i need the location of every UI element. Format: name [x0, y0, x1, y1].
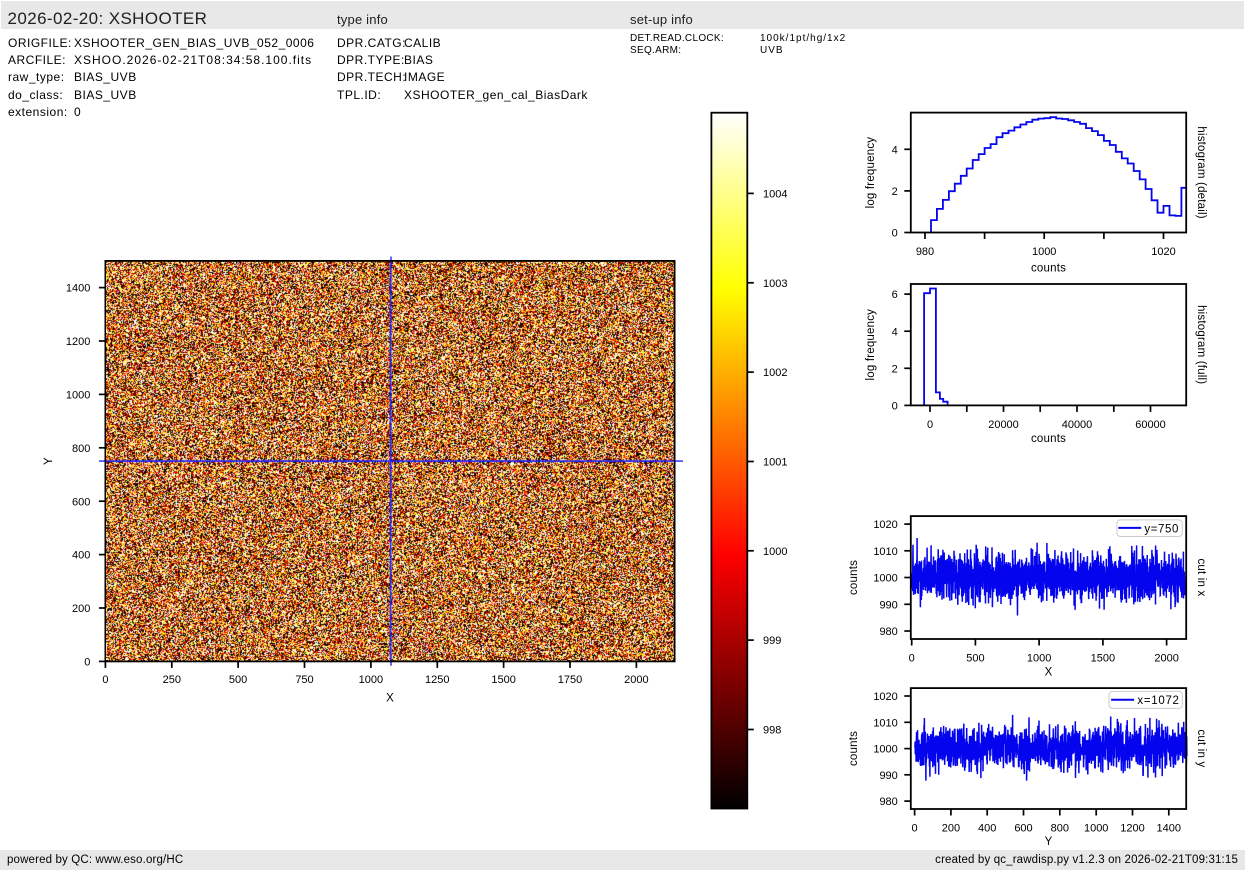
svg-text:1001: 1001: [763, 457, 787, 469]
svg-text:1020: 1020: [873, 519, 897, 531]
svg-text:log frequency: log frequency: [865, 137, 877, 209]
svg-text:800: 800: [72, 443, 90, 455]
svg-text:1000: 1000: [359, 674, 383, 686]
svg-text:400: 400: [72, 550, 90, 562]
svg-text:1000: 1000: [763, 546, 787, 558]
svg-text:1003: 1003: [763, 278, 787, 290]
svg-text:1000: 1000: [1084, 823, 1108, 835]
svg-text:500: 500: [966, 653, 984, 665]
svg-text:998: 998: [763, 725, 781, 737]
svg-text:990: 990: [879, 770, 897, 782]
svg-text:Y: Y: [43, 457, 55, 465]
svg-text:4: 4: [892, 144, 898, 156]
svg-text:40000: 40000: [1062, 419, 1093, 431]
svg-text:1200: 1200: [66, 336, 90, 348]
svg-text:histogram (full): histogram (full): [1195, 305, 1207, 384]
svg-text:cut in x: cut in x: [1195, 558, 1207, 596]
svg-text:0: 0: [909, 653, 915, 665]
svg-text:1020: 1020: [873, 691, 897, 703]
svg-text:counts: counts: [848, 560, 860, 595]
svg-text:1010: 1010: [873, 546, 897, 558]
svg-text:0: 0: [927, 419, 933, 431]
svg-text:0: 0: [892, 401, 898, 413]
svg-text:1400: 1400: [1157, 823, 1181, 835]
svg-text:2000: 2000: [624, 674, 648, 686]
svg-text:500: 500: [229, 674, 247, 686]
svg-text:200: 200: [942, 823, 960, 835]
svg-text:600: 600: [72, 496, 90, 508]
svg-text:1000: 1000: [1032, 246, 1056, 258]
svg-text:Y: Y: [1045, 836, 1053, 848]
svg-text:1400: 1400: [66, 283, 90, 295]
svg-text:4: 4: [892, 326, 898, 338]
svg-text:250: 250: [163, 674, 181, 686]
svg-text:1500: 1500: [491, 674, 515, 686]
svg-text:1000: 1000: [873, 573, 897, 585]
svg-text:60000: 60000: [1135, 419, 1166, 431]
svg-text:1750: 1750: [558, 674, 582, 686]
svg-text:1000: 1000: [873, 744, 897, 756]
svg-text:X: X: [386, 693, 394, 705]
svg-text:counts: counts: [1031, 263, 1066, 275]
svg-text:1000: 1000: [1027, 653, 1051, 665]
svg-text:990: 990: [879, 599, 897, 611]
svg-text:999: 999: [763, 635, 781, 647]
svg-text:0: 0: [892, 228, 898, 240]
svg-text:counts: counts: [848, 731, 860, 766]
svg-text:0: 0: [102, 674, 108, 686]
svg-text:1000: 1000: [66, 390, 90, 402]
svg-text:980: 980: [916, 246, 934, 258]
svg-text:1020: 1020: [1151, 246, 1175, 258]
svg-text:x=1072: x=1072: [1137, 695, 1179, 707]
svg-text:20000: 20000: [988, 419, 1019, 431]
svg-text:6: 6: [892, 289, 898, 301]
svg-text:X: X: [1045, 667, 1053, 679]
svg-text:cut in y: cut in y: [1195, 729, 1207, 767]
svg-text:2: 2: [892, 186, 898, 198]
svg-text:1010: 1010: [873, 717, 897, 729]
svg-text:600: 600: [1014, 823, 1032, 835]
svg-text:histogram (detail): histogram (detail): [1195, 126, 1207, 218]
svg-text:400: 400: [978, 823, 996, 835]
svg-text:1200: 1200: [1120, 823, 1144, 835]
svg-text:800: 800: [1051, 823, 1069, 835]
svg-text:750: 750: [295, 674, 313, 686]
svg-text:0: 0: [912, 823, 918, 835]
svg-text:200: 200: [72, 603, 90, 615]
svg-text:counts: counts: [1031, 433, 1066, 445]
svg-text:1002: 1002: [763, 367, 787, 379]
svg-text:1250: 1250: [425, 674, 449, 686]
svg-text:2: 2: [892, 363, 898, 375]
svg-text:1004: 1004: [763, 189, 787, 201]
svg-text:980: 980: [879, 626, 897, 638]
svg-text:2000: 2000: [1154, 653, 1178, 665]
svg-text:0: 0: [84, 657, 90, 669]
svg-text:y=750: y=750: [1144, 524, 1179, 536]
svg-text:1500: 1500: [1091, 653, 1115, 665]
svg-text:980: 980: [879, 796, 897, 808]
svg-text:log frequency: log frequency: [865, 309, 877, 381]
